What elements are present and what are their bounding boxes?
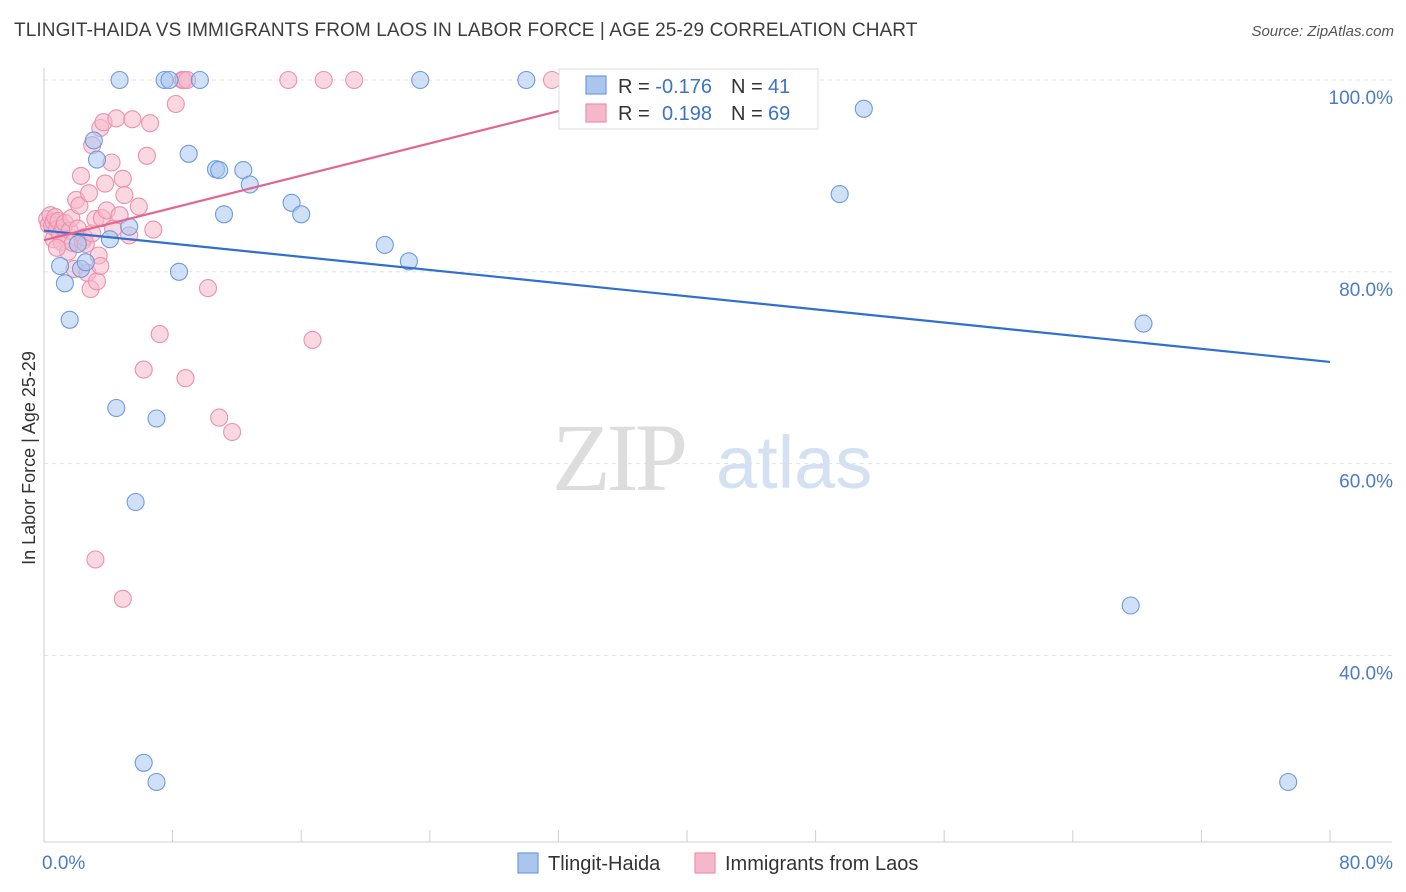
data-point bbox=[279, 70, 298, 90]
data-point bbox=[214, 205, 234, 224]
stats-r-label-blue: R = bbox=[618, 76, 650, 98]
watermark: ZIP atlas bbox=[552, 404, 872, 511]
stats-box: R = -0.176 N = 41 R = 0.198 N = 69 bbox=[558, 68, 819, 130]
data-point bbox=[71, 166, 91, 185]
chart-title: TLINGIT-HAIDA VS IMMIGRANTS FROM LAOS IN… bbox=[14, 20, 918, 41]
data-point bbox=[292, 205, 311, 224]
data-point bbox=[375, 235, 394, 254]
data-point bbox=[107, 398, 126, 418]
data-point bbox=[223, 422, 242, 442]
data-point bbox=[399, 252, 418, 271]
legend-swatch-tlingit-haida bbox=[517, 852, 539, 874]
data-point bbox=[55, 274, 74, 293]
data-point bbox=[830, 185, 849, 204]
data-point bbox=[169, 262, 189, 281]
stats-r-label-pink: R = bbox=[618, 103, 650, 125]
data-point bbox=[1279, 772, 1298, 792]
stats-r-value-pink: 0.198 bbox=[662, 103, 712, 125]
y-tick-label: 60.0% bbox=[1339, 472, 1393, 493]
watermark-atlas: atlas bbox=[716, 421, 872, 504]
trend-line-blue bbox=[43, 229, 1331, 364]
data-point bbox=[179, 144, 198, 163]
data-point bbox=[70, 196, 89, 215]
stats-swatch-pink bbox=[585, 103, 607, 123]
data-point bbox=[303, 330, 322, 349]
data-point bbox=[1121, 596, 1140, 615]
data-point bbox=[129, 197, 148, 216]
data-point bbox=[198, 279, 218, 298]
data-point bbox=[76, 253, 95, 272]
data-point bbox=[126, 492, 145, 512]
data-point bbox=[86, 550, 105, 569]
data-point bbox=[144, 220, 163, 239]
data-point bbox=[134, 360, 153, 379]
stats-swatch-blue bbox=[585, 75, 607, 95]
x-tick-label: 0.0% bbox=[42, 853, 85, 874]
data-point bbox=[96, 174, 115, 193]
data-point bbox=[150, 325, 169, 344]
data-point bbox=[115, 186, 134, 205]
data-point bbox=[134, 753, 153, 772]
stats-r-value-blue: -0.176 bbox=[655, 76, 712, 98]
legend-label-immigrants-from-laos: Immigrants from Laos bbox=[725, 853, 918, 875]
y-tick-label: 100.0% bbox=[1329, 88, 1394, 109]
data-point bbox=[113, 589, 132, 608]
legend-swatch-immigrants-from-laos bbox=[694, 852, 716, 874]
data-point bbox=[314, 70, 333, 90]
source-label: Source: ZipAtlas.com bbox=[1251, 23, 1394, 40]
data-point bbox=[107, 109, 126, 128]
data-point bbox=[517, 70, 536, 90]
data-point bbox=[1134, 314, 1153, 333]
data-point bbox=[176, 369, 195, 388]
data-point bbox=[147, 409, 166, 428]
y-tick-label: 40.0% bbox=[1339, 663, 1393, 684]
y-axis-title: In Labor Force | Age 25-29 bbox=[19, 351, 39, 565]
series-tlingit-haida bbox=[51, 70, 1298, 792]
data-point bbox=[113, 169, 132, 188]
data-point bbox=[147, 772, 166, 792]
data-point bbox=[100, 230, 119, 249]
data-point bbox=[166, 94, 185, 114]
data-point bbox=[87, 272, 107, 291]
legend-label-tlingit-haida: Tlingit-Haida bbox=[548, 853, 661, 875]
data-point bbox=[137, 146, 156, 165]
series-immigrants-from-laos bbox=[38, 70, 562, 608]
data-point bbox=[854, 99, 873, 118]
tick-labels: 100.0% 80.0% 60.0% 40.0% 0.0% 80.0% bbox=[42, 88, 1393, 874]
stats-n-value-blue: 41 bbox=[768, 76, 790, 98]
data-point bbox=[210, 408, 229, 427]
watermark-zip: ZIP bbox=[552, 404, 685, 511]
data-point bbox=[345, 70, 364, 90]
data-point bbox=[190, 70, 209, 90]
data-point bbox=[160, 70, 179, 90]
data-point bbox=[87, 150, 107, 169]
data-point bbox=[68, 234, 87, 254]
data-point bbox=[542, 70, 562, 90]
data-point bbox=[411, 70, 430, 90]
data-point bbox=[51, 256, 70, 276]
data-point bbox=[110, 70, 129, 90]
data-point bbox=[141, 114, 160, 133]
legend: Tlingit-Haida Immigrants from Laos bbox=[517, 852, 918, 875]
data-point bbox=[60, 310, 79, 329]
data-point bbox=[47, 238, 66, 257]
data-point bbox=[79, 184, 99, 203]
stats-n-value-pink: 69 bbox=[768, 103, 790, 125]
axes bbox=[43, 68, 1392, 843]
data-point bbox=[84, 131, 103, 150]
stats-n-label-blue: N = bbox=[731, 76, 763, 98]
data-point bbox=[123, 110, 142, 129]
stats-n-label-pink: N = bbox=[731, 103, 763, 125]
x-tick-label: 80.0% bbox=[1339, 853, 1393, 874]
y-tick-label: 80.0% bbox=[1339, 280, 1393, 301]
data-point bbox=[210, 161, 229, 180]
